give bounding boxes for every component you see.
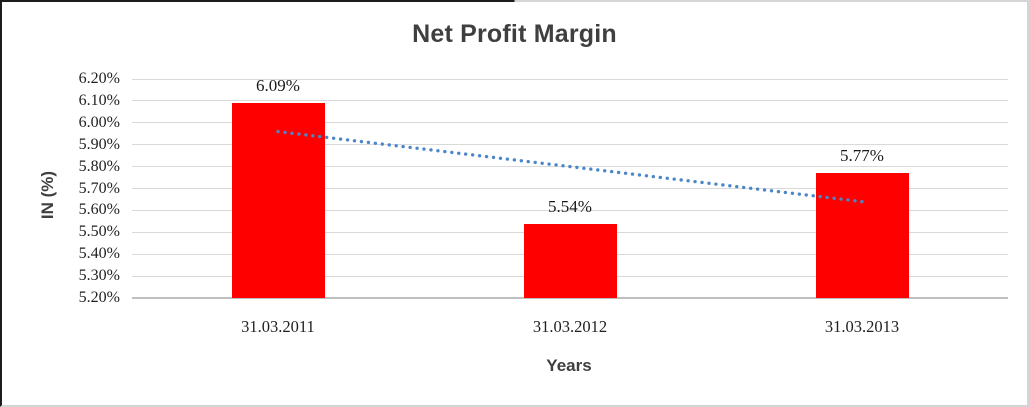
x-tick-label: 31.03.2011 [241,317,315,336]
y-tick-label: 6.00% [78,113,120,131]
y-gridline [132,209,1008,211]
x-axis-title: Years [546,356,592,375]
y-tick-label: 5.70% [78,179,120,197]
y-gridline [132,78,1008,80]
chart-title: Net Profit Margin [412,20,617,48]
bar [523,223,617,298]
y-tick-label: 5.60% [78,201,120,219]
y-tick-label: 5.40% [78,245,120,263]
x-axis-line [132,297,1008,299]
y-tick-label: 5.90% [78,135,120,153]
y-tick-label: 6.20% [78,70,120,87]
y-axis-title: IN (%) [38,170,57,220]
y-gridline [132,122,1008,124]
top-border-line [2,0,1027,2]
x-tick-label: 31.03.2013 [824,317,900,336]
y-tick-label: 5.30% [78,267,120,285]
bar [815,173,909,298]
x-tick-label: 31.03.2012 [532,317,608,336]
bar [231,103,325,298]
y-tick-label: 5.20% [78,289,120,306]
bar-value-label: 6.09% [256,76,300,96]
y-gridline [132,100,1008,102]
bar-value-label: 5.77% [840,146,884,166]
y-tick-label: 6.10% [78,91,120,109]
y-tick-label: 5.50% [78,223,120,241]
y-tick-label: 5.80% [78,157,120,175]
bar-value-label: 5.54% [548,196,592,216]
